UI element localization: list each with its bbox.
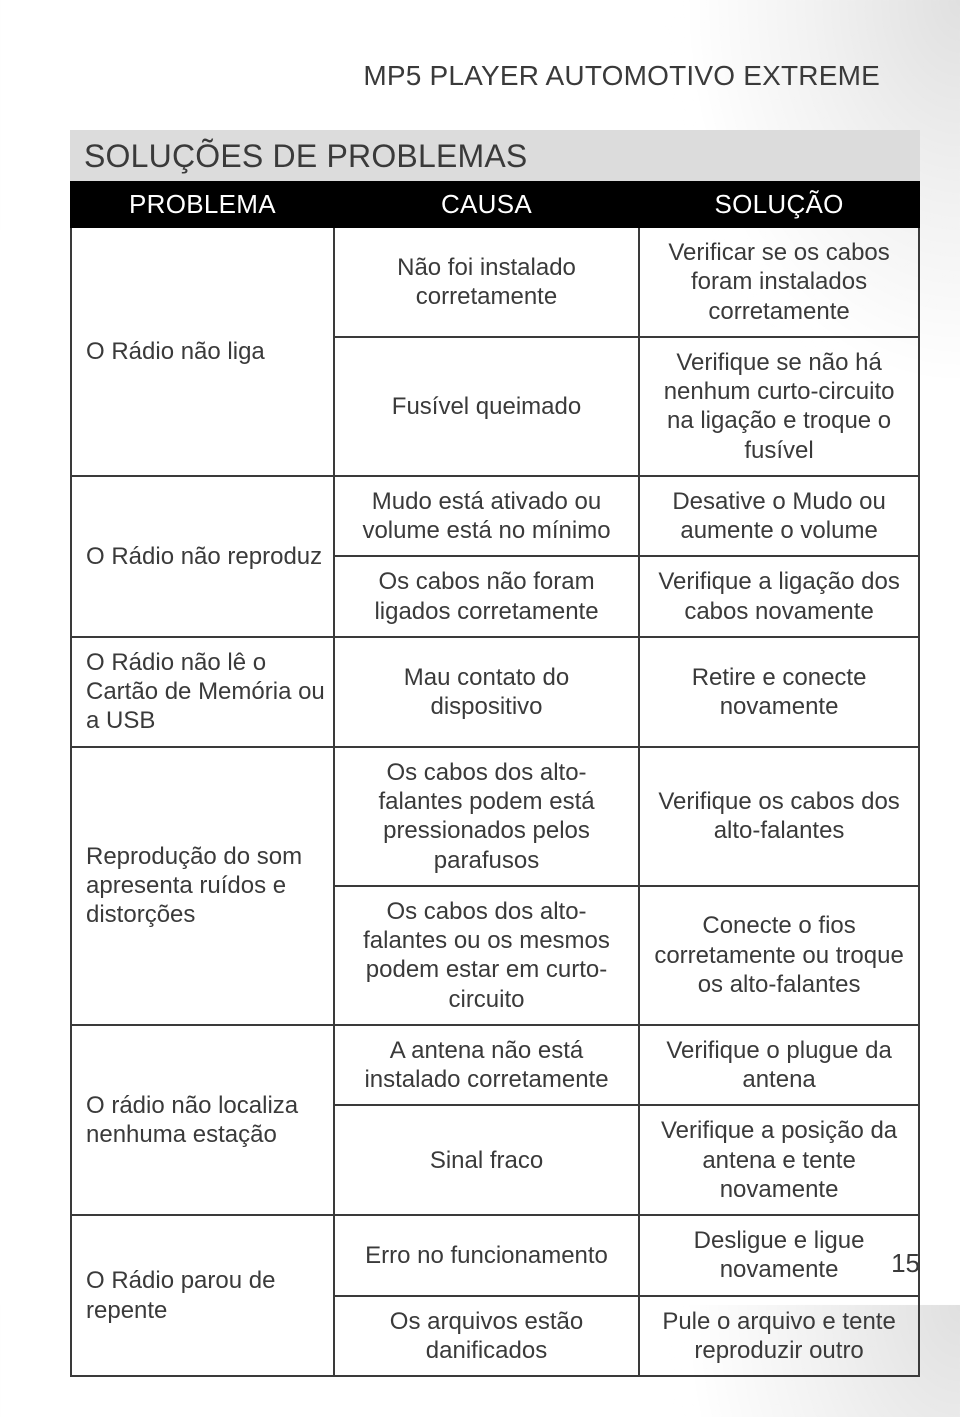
cause-cell: Mudo está ativado ou volume está no míni…: [334, 476, 639, 557]
cause-cell: Os arquivos estão danificados: [334, 1296, 639, 1377]
cause-cell: Sinal fraco: [334, 1105, 639, 1215]
table-header-row: PROBLEMA CAUSA SOLUÇÃO: [71, 182, 919, 227]
page-number: 15: [891, 1248, 920, 1279]
solution-cell: Pule o arquivo e tente reproduzir outro: [639, 1296, 919, 1377]
document-title: MP5 PLAYER AUTOMOTIVO EXTREME: [70, 60, 920, 92]
solution-cell: Verifique os cabos dos alto-falantes: [639, 747, 919, 886]
table-row: O Rádio não reproduz Mudo está ativado o…: [71, 476, 919, 557]
col-header-causa: CAUSA: [334, 182, 639, 227]
solution-cell: Verifique o plugue da antena: [639, 1025, 919, 1106]
cause-cell: Os cabos dos alto-falantes podem está pr…: [334, 747, 639, 886]
table-row: O Rádio não liga Não foi instalado corre…: [71, 227, 919, 337]
cause-cell: Mau contato do dispositivo: [334, 637, 639, 747]
cause-cell: Os cabos dos alto-falantes ou os mesmos …: [334, 886, 639, 1025]
solution-cell: Verifique a ligação dos cabos novamente: [639, 556, 919, 637]
problem-cell: Reprodução do som apresenta ruídos e dis…: [71, 747, 334, 1025]
solution-cell: Verificar se os cabos foram instalados c…: [639, 227, 919, 337]
table-row: Reprodução do som apresenta ruídos e dis…: [71, 747, 919, 886]
problem-cell: O Rádio não lê o Cartão de Memória ou a …: [71, 637, 334, 747]
cause-cell: Fusível queimado: [334, 337, 639, 476]
cause-cell: Os cabos não foram ligados corretamente: [334, 556, 639, 637]
cause-cell: Erro no funcionamento: [334, 1215, 639, 1296]
cause-cell: A antena não está instalado corretamente: [334, 1025, 639, 1106]
solution-cell: Verifique a posição da antena e tente no…: [639, 1105, 919, 1215]
troubleshoot-table: PROBLEMA CAUSA SOLUÇÃO O Rádio não liga …: [70, 181, 920, 1377]
problem-cell: O Rádio não liga: [71, 227, 334, 476]
solution-cell: Desative o Mudo ou aumente o volume: [639, 476, 919, 557]
page-container: MP5 PLAYER AUTOMOTIVO EXTREME SOLUÇÕES D…: [0, 0, 960, 1417]
problem-cell: O rádio não localiza nenhuma estação: [71, 1025, 334, 1215]
problem-cell: O Rádio parou de repente: [71, 1215, 334, 1376]
section-title: SOLUÇÕES DE PROBLEMAS: [70, 130, 920, 181]
table-row: O rádio não localiza nenhuma estação A a…: [71, 1025, 919, 1106]
table-row: O Rádio não lê o Cartão de Memória ou a …: [71, 637, 919, 747]
table-row: O Rádio parou de repente Erro no funcion…: [71, 1215, 919, 1296]
col-header-problema: PROBLEMA: [71, 182, 334, 227]
cause-cell: Não foi instalado corretamente: [334, 227, 639, 337]
solution-cell: Conecte o fios corretamente ou troque os…: [639, 886, 919, 1025]
problem-cell: O Rádio não reproduz: [71, 476, 334, 637]
col-header-solucao: SOLUÇÃO: [639, 182, 919, 227]
solution-cell: Retire e conecte novamente: [639, 637, 919, 747]
solution-cell: Verifique se não há nenhum curto-circuit…: [639, 337, 919, 476]
solution-cell: Desligue e ligue novamente: [639, 1215, 919, 1296]
